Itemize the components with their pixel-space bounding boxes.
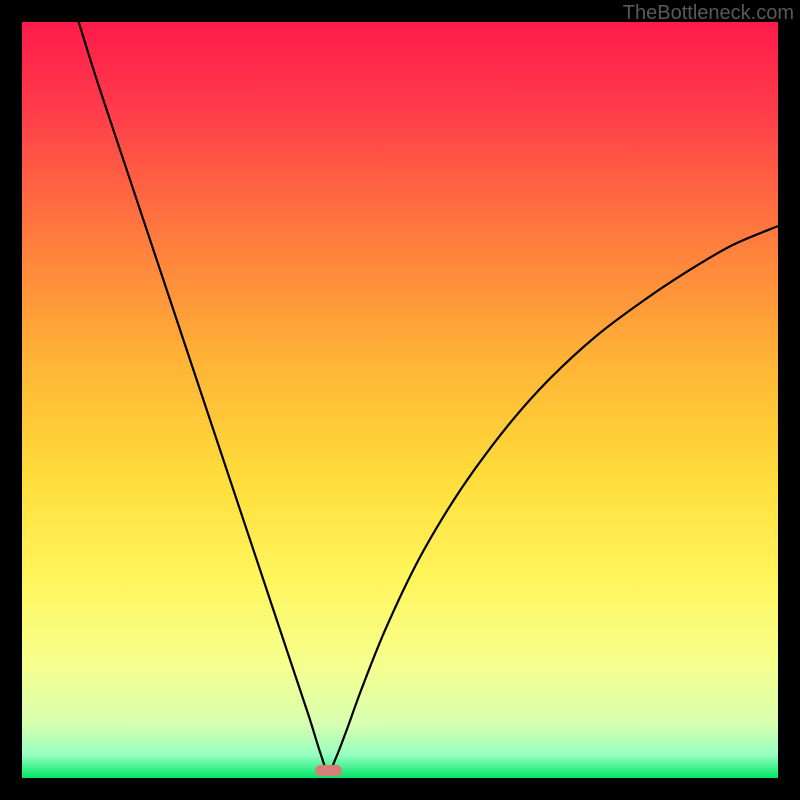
plot-area bbox=[22, 22, 778, 778]
optimum-marker bbox=[315, 765, 342, 776]
bottleneck-curve bbox=[22, 22, 778, 778]
watermark-text: TheBottleneck.com bbox=[623, 2, 794, 25]
